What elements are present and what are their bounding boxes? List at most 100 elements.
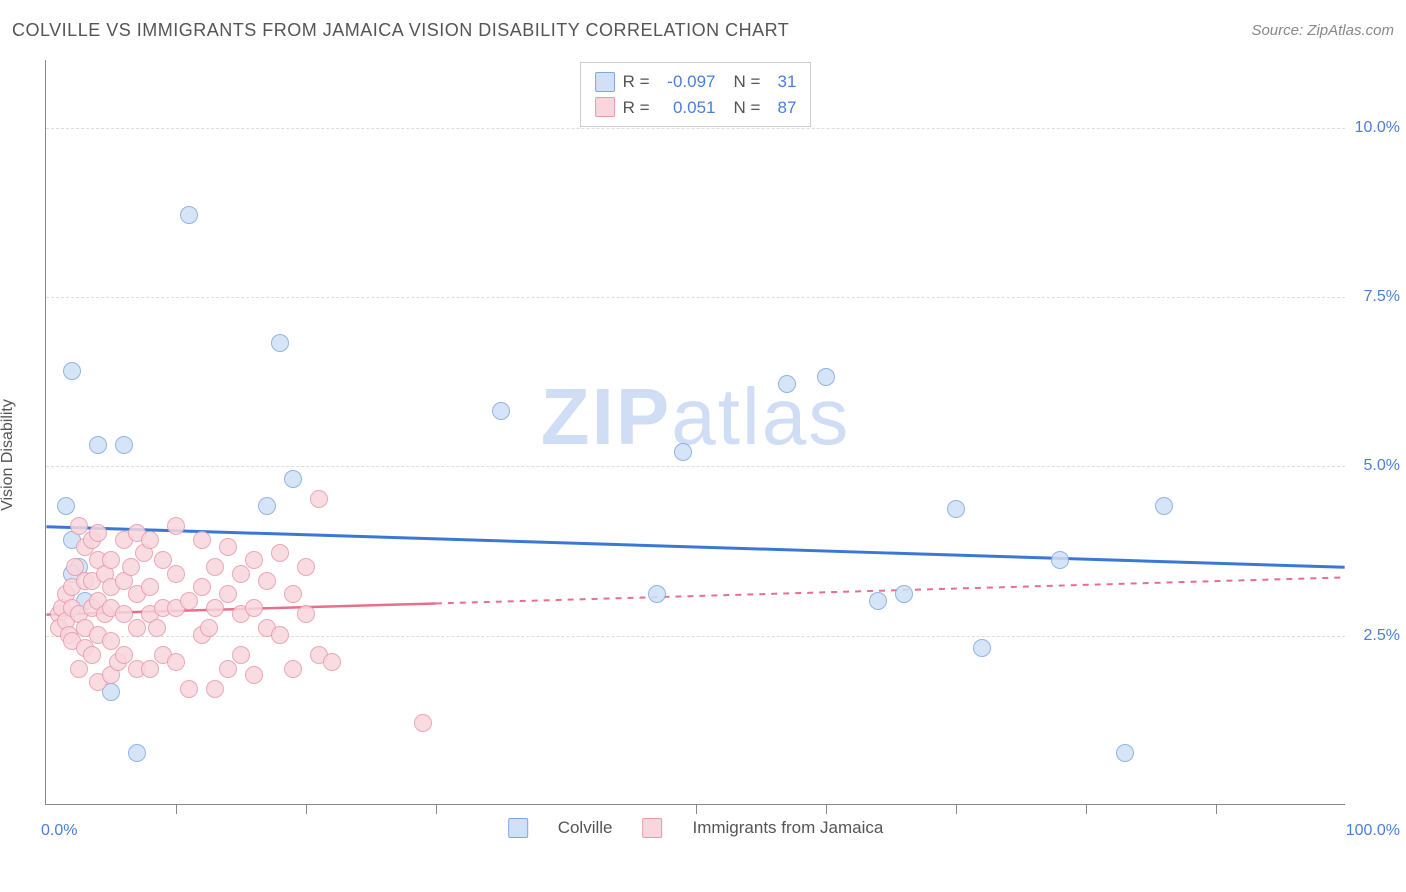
data-point — [128, 744, 146, 762]
data-point — [1051, 551, 1069, 569]
data-point — [258, 572, 276, 590]
x-tick — [306, 804, 307, 814]
y-tick-label: 5.0% — [1364, 457, 1400, 475]
page-title: COLVILLE VS IMMIGRANTS FROM JAMAICA VISI… — [12, 20, 789, 41]
x-tick — [1086, 804, 1087, 814]
data-point — [180, 206, 198, 224]
data-point — [297, 605, 315, 623]
legend-swatch — [595, 72, 615, 92]
x-tick — [176, 804, 177, 814]
legend-stats: R = -0.097 N = 31R = 0.051 N = 87 — [580, 62, 812, 127]
data-point — [167, 653, 185, 671]
data-point — [492, 402, 510, 420]
data-point — [323, 653, 341, 671]
legend-series-label: Immigrants from Jamaica — [692, 818, 883, 838]
data-point — [310, 490, 328, 508]
data-point — [141, 660, 159, 678]
data-point — [284, 585, 302, 603]
data-point — [102, 551, 120, 569]
data-point — [148, 619, 166, 637]
data-point — [206, 599, 224, 617]
y-tick-label: 7.5% — [1364, 288, 1400, 306]
legend-series: Colville Immigrants from Jamaica — [508, 818, 884, 838]
x-tick — [956, 804, 957, 814]
data-point — [232, 646, 250, 664]
x-tick-label: 0.0% — [41, 822, 77, 840]
data-point — [271, 544, 289, 562]
data-point — [89, 436, 107, 454]
data-point — [232, 565, 250, 583]
x-tick — [436, 804, 437, 814]
data-point — [284, 660, 302, 678]
legend-swatch — [508, 818, 528, 838]
gridline-h — [46, 128, 1345, 129]
data-point — [219, 585, 237, 603]
gridline-h — [46, 297, 1345, 298]
scatter-chart: ZIPatlas R =-0.097N =31R =0.051N =87 Col… — [45, 60, 1345, 805]
x-tick — [696, 804, 697, 814]
data-point — [271, 334, 289, 352]
data-point — [973, 639, 991, 657]
gridline-h — [46, 636, 1345, 637]
legend-swatch — [642, 818, 662, 838]
x-tick-label: 100.0% — [1346, 822, 1400, 840]
x-tick — [826, 804, 827, 814]
legend-stat-row: R =0.051N =87 — [595, 95, 797, 121]
data-point — [180, 592, 198, 610]
data-point — [167, 565, 185, 583]
y-axis-label: Vision Disability — [0, 399, 17, 511]
data-point — [180, 680, 198, 698]
data-point — [167, 517, 185, 535]
data-point — [895, 585, 913, 603]
watermark: ZIPatlas — [541, 371, 850, 463]
data-point — [63, 362, 81, 380]
data-point — [193, 578, 211, 596]
data-point — [284, 470, 302, 488]
data-point — [70, 660, 88, 678]
data-point — [57, 497, 75, 515]
y-tick-label: 2.5% — [1364, 627, 1400, 645]
n-value: 31 — [768, 69, 796, 95]
r-value: 0.051 — [658, 95, 716, 121]
data-point — [869, 592, 887, 610]
r-value: -0.097 — [658, 69, 716, 95]
data-point — [141, 578, 159, 596]
data-point — [122, 558, 140, 576]
data-point — [219, 660, 237, 678]
legend-stat-row: R = -0.097 N = 31 — [595, 69, 797, 95]
data-point — [245, 551, 263, 569]
data-point — [1155, 497, 1173, 515]
data-point — [245, 599, 263, 617]
y-tick-label: 10.0% — [1355, 119, 1400, 137]
data-point — [648, 585, 666, 603]
data-point — [297, 558, 315, 576]
data-point — [89, 524, 107, 542]
data-point — [947, 500, 965, 518]
legend-swatch — [595, 97, 615, 117]
n-label: N = — [734, 69, 761, 95]
x-tick — [1216, 804, 1217, 814]
data-point — [193, 531, 211, 549]
data-point — [141, 531, 159, 549]
data-point — [128, 619, 146, 637]
data-point — [83, 646, 101, 664]
data-point — [200, 619, 218, 637]
data-point — [778, 375, 796, 393]
legend-series-label: Colville — [558, 818, 613, 838]
n-label: N = — [734, 95, 761, 121]
data-point — [1116, 744, 1134, 762]
data-point — [271, 626, 289, 644]
data-point — [414, 714, 432, 732]
trend-lines — [46, 60, 1345, 804]
source-label: Source: ZipAtlas.com — [1251, 22, 1394, 39]
data-point — [817, 368, 835, 386]
data-point — [206, 558, 224, 576]
gridline-h — [46, 466, 1345, 467]
data-point — [219, 538, 237, 556]
n-value: 87 — [768, 95, 796, 121]
data-point — [206, 680, 224, 698]
data-point — [245, 666, 263, 684]
r-label: R = — [623, 69, 650, 95]
data-point — [115, 436, 133, 454]
data-point — [258, 497, 276, 515]
